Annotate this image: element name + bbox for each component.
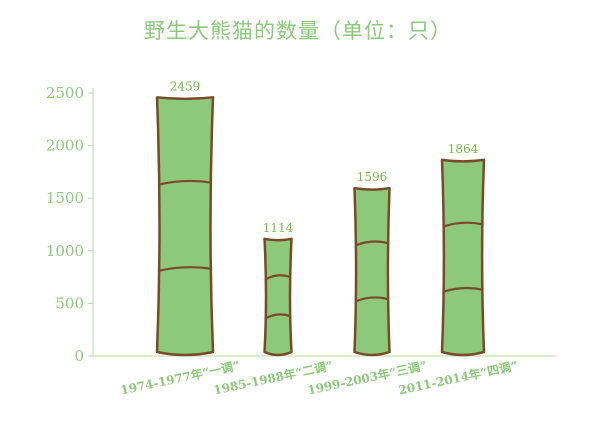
value-label: 1114 — [263, 221, 294, 235]
y-ticks: 0 500 1000 1500 2000 2500 — [46, 84, 93, 365]
bamboo-node — [355, 296, 389, 303]
bamboo-bar — [353, 186, 391, 357]
y-tick-label: 2000 — [46, 137, 84, 155]
bamboo-node — [355, 240, 389, 247]
bamboo-bar — [263, 237, 293, 357]
bamboo-node — [265, 313, 291, 320]
value-label: 2459 — [170, 79, 201, 93]
bamboo-node — [157, 179, 213, 186]
bamboo-node — [442, 286, 484, 293]
y-tick-label: 0 — [74, 347, 84, 365]
bamboo-bar — [440, 158, 486, 357]
bamboo-node — [265, 274, 291, 280]
x-tick-labels: 1974-1977年“一调”1985-1988年“二调”1999-2003年“三… — [119, 358, 519, 398]
value-labels: 2459 1114 1596 1864 — [170, 79, 479, 234]
y-tick-label: 2500 — [46, 84, 84, 102]
value-label: 1596 — [357, 170, 388, 184]
y-tick-label: 500 — [55, 294, 84, 312]
chart-title: 野生大熊猫的数量（单位：只） — [144, 19, 452, 43]
bamboo-node — [442, 221, 484, 228]
y-tick-label: 1000 — [46, 242, 84, 260]
value-label: 1864 — [448, 142, 479, 156]
y-tick-label: 1500 — [46, 189, 84, 207]
bamboo-bar — [155, 96, 215, 357]
bamboo-node — [157, 266, 213, 272]
bars — [155, 96, 486, 357]
